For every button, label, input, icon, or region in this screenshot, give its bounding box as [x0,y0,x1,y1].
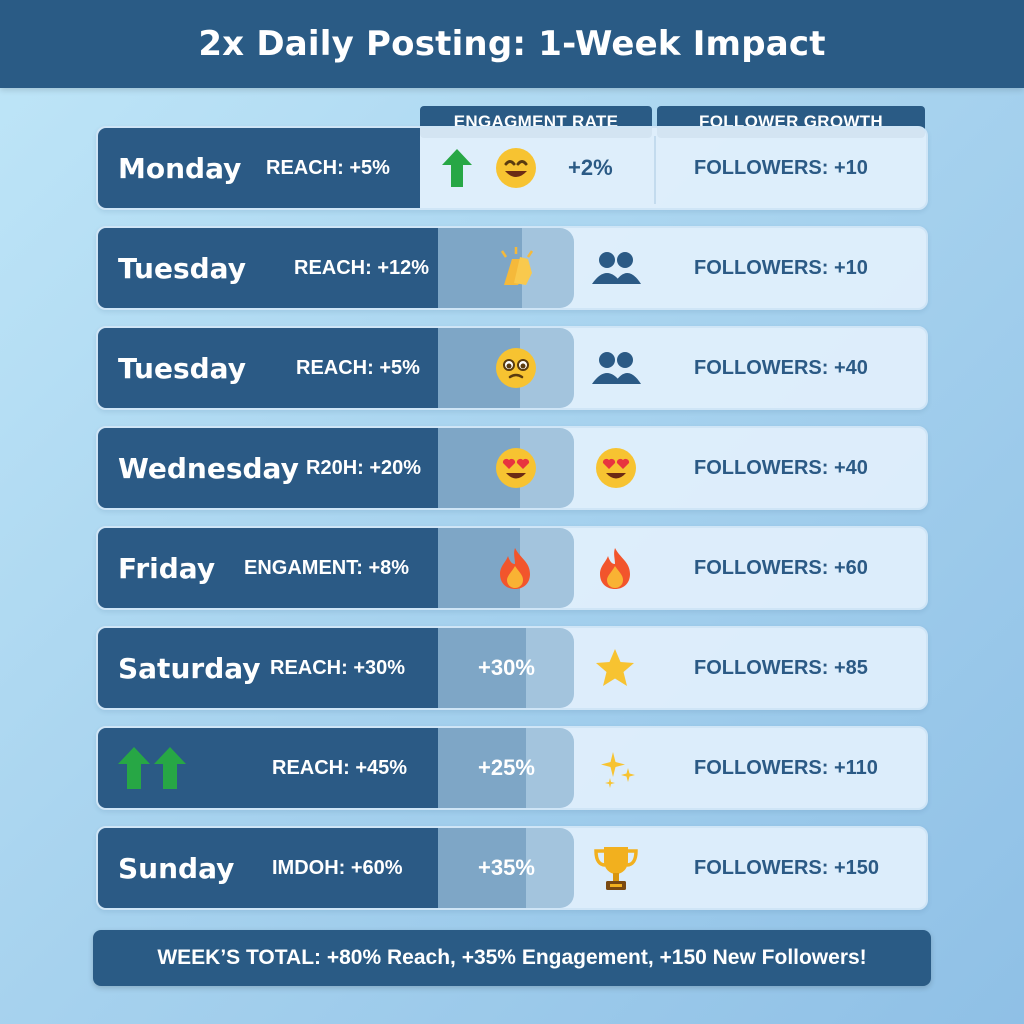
day-row: Wednesday R20H: +20% FOLLOWERS: +40 [96,426,928,510]
up-arrow-icon [442,149,472,187]
fire-icon [596,546,634,590]
pleading-face-icon [494,346,538,390]
reach-metric: REACH: +5% [296,356,420,379]
users-icon [590,350,642,386]
day-label: Sunday [118,851,235,885]
title-banner: 2x Daily Posting: 1-Week Impact [0,0,1024,88]
engagement-value: +35% [478,855,535,880]
double-up-arrow-icon [118,747,188,789]
row-bar-mid [436,828,526,908]
followers-value: FOLLOWERS: +40 [694,356,868,379]
followers-value: FOLLOWERS: +110 [694,756,878,779]
smiling-face-icon [494,146,538,190]
row-bar [98,128,420,208]
row-bar-mid [436,728,526,808]
followers-value: FOLLOWERS: +40 [694,456,868,479]
reach-metric: REACH: +12% [294,256,430,279]
day-row: Friday ENGAMENT: +8% FOLLOWERS: +60 [96,526,928,610]
page-title: 2x Daily Posting: 1-Week Impact [198,24,826,64]
day-row: Saturday REACH: +30% +30% FOLLOWERS: +85 [96,626,928,710]
fire-icon [496,546,534,590]
followers-value: FOLLOWERS: +10 [694,256,868,279]
clapping-hands-icon [494,245,540,291]
reach-metric: REACH: +30% [270,656,406,679]
day-label: Monday [118,151,242,185]
heart-eyes-icon [594,446,638,490]
day-label: Saturday [118,651,261,685]
engagement-value: +2% [568,155,613,180]
reach-metric: REACH: +45% [272,756,408,779]
followers-value: FOLLOWERS: +60 [694,556,868,579]
row-bar [98,828,438,908]
day-row: Sunday IMDOH: +60% +35% FOLLOWERS: +150 [96,826,928,910]
row-bar-mid [436,228,522,308]
column-divider [654,136,656,204]
day-label: Tuesday [118,351,246,385]
star-icon [594,647,636,689]
reach-metric: REACH: +5% [266,156,390,179]
reach-metric: R20H: +20% [306,456,422,479]
reach-metric: ENGAMENT: +8% [244,556,410,579]
engagement-value: +25% [478,755,535,780]
week-total-summary: WEEK’S TOTAL: +80% Reach, +35% Engagemen… [93,930,931,986]
sparkles-icon [600,748,636,788]
row-bar [98,428,438,508]
followers-value: FOLLOWERS: +10 [694,156,868,179]
heart-eyes-icon [494,446,538,490]
day-label: Tuesday [118,251,246,285]
day-label: Wednesday [118,451,299,485]
users-icon [590,250,642,286]
day-row: Tuesday REACH: +12% FOLLOWERS: +10 [96,226,928,310]
engagement-value: +30% [478,655,535,680]
row-bar [98,628,438,708]
day-row: REACH: +45% +25% FOLLOWERS: +110 [96,726,928,810]
row-bar-mid [436,628,526,708]
followers-value: FOLLOWERS: +85 [694,656,868,679]
day-label: Friday [118,551,216,585]
followers-value: FOLLOWERS: +150 [694,856,880,879]
reach-metric: IMDOH: +60% [272,856,403,879]
day-row: Monday REACH: +5% +2% FOLLOWERS: +10 [96,126,928,210]
row-bar [98,528,438,608]
row-bar [98,728,438,808]
trophy-icon [592,843,640,893]
row-bar [98,328,438,408]
day-row: Tuesday REACH: +5% FOLLOWERS: +40 [96,326,928,410]
row-bar [98,228,438,308]
